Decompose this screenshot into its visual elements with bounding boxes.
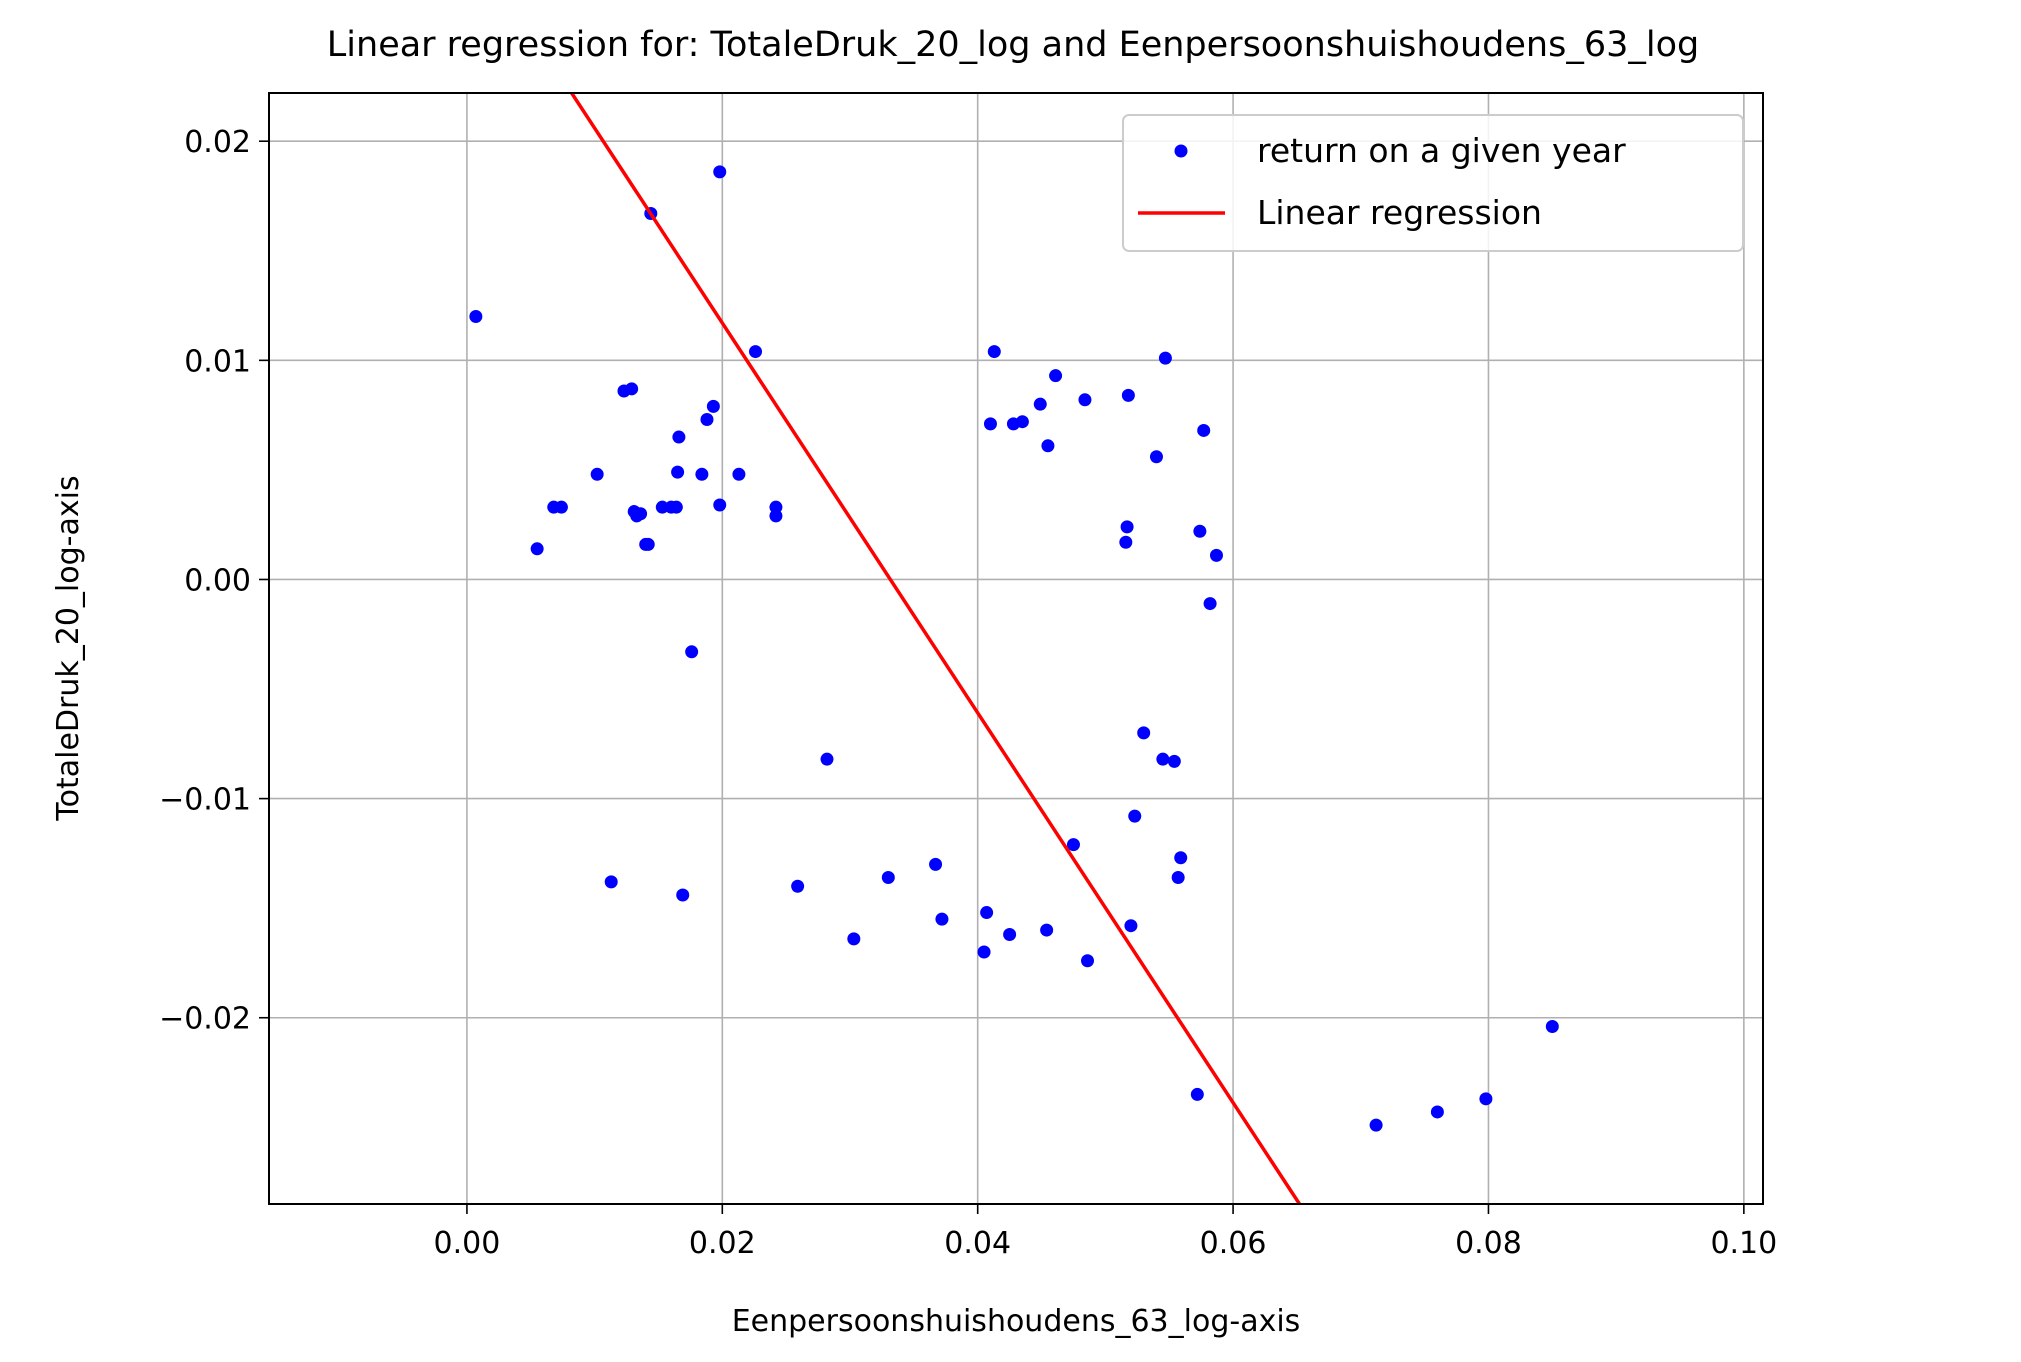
scatter-point xyxy=(1078,393,1092,407)
scatter-point xyxy=(671,465,685,479)
scatter-point xyxy=(732,467,746,481)
x-tick-label: 0.06 xyxy=(1200,1226,1267,1261)
legend-label-scatter: return on a given year xyxy=(1257,131,1626,170)
scatter-point xyxy=(1041,439,1055,453)
scatter-point xyxy=(713,165,727,179)
scatter-point xyxy=(530,542,544,556)
legend: return on a given year Linear regression xyxy=(1122,114,1744,252)
scatter-point xyxy=(820,752,834,766)
legend-box xyxy=(1122,114,1744,252)
x-tick-label: 0.08 xyxy=(1455,1226,1522,1261)
scatter-point xyxy=(634,507,648,521)
scatter-point xyxy=(1156,752,1170,766)
scatter-point xyxy=(1003,927,1017,941)
plot-series xyxy=(469,93,1559,1204)
scatter-point xyxy=(695,467,709,481)
regression-line xyxy=(570,93,1301,1204)
scatter-point xyxy=(1124,919,1138,933)
scatter-point xyxy=(1120,520,1134,534)
x-tick-label: 0.04 xyxy=(944,1226,1011,1261)
scatter-point xyxy=(1369,1118,1383,1132)
scatter-point xyxy=(1479,1092,1493,1106)
scatter-point xyxy=(1081,954,1095,968)
scatter-point xyxy=(1209,548,1223,562)
scatter-point xyxy=(881,870,895,884)
scatter-point xyxy=(655,500,669,514)
scatter-point xyxy=(554,500,568,514)
scatter-point xyxy=(1015,415,1029,429)
scatter-point xyxy=(980,906,994,920)
scatter-point xyxy=(1193,524,1207,538)
x-axis-label: Eenpersoonshuishoudens_63_log-axis xyxy=(732,1304,1301,1339)
scatter-point xyxy=(1049,369,1063,383)
scatter-point xyxy=(469,310,483,324)
y-tick-label: −0.01 xyxy=(159,783,251,818)
scatter-point xyxy=(769,509,783,523)
legend-scatter-marker xyxy=(1174,144,1188,158)
y-tick-label: 0.00 xyxy=(184,563,251,598)
chart-title: Linear regression for: TotaleDruk_20_log… xyxy=(327,25,1699,65)
x-tick-label: 0.00 xyxy=(434,1226,501,1261)
plot-area-frame xyxy=(268,92,1764,1205)
scatter-point xyxy=(1158,351,1172,365)
scatter-point xyxy=(1190,1087,1204,1101)
scatter-point xyxy=(1545,1020,1559,1034)
scatter-point xyxy=(700,413,714,427)
scatter-point xyxy=(791,879,805,893)
scatter-point xyxy=(590,467,604,481)
scatter-point xyxy=(1174,851,1188,865)
x-tick-label: 0.10 xyxy=(1710,1226,1777,1261)
scatter-point xyxy=(706,399,720,413)
scatter-point xyxy=(641,537,655,551)
x-tick-label: 0.02 xyxy=(689,1226,756,1261)
scatter-point xyxy=(935,912,949,926)
scatter-point xyxy=(1430,1105,1444,1119)
scatter-point xyxy=(1119,535,1133,549)
legend-label-line: Linear regression xyxy=(1257,193,1542,232)
scatter-point xyxy=(713,498,727,512)
scatter-point xyxy=(1171,870,1185,884)
scatter-point xyxy=(1203,597,1217,611)
scatter-point xyxy=(977,945,991,959)
scatter-point xyxy=(1137,726,1151,740)
scatter-point xyxy=(987,345,1001,359)
scatter-point xyxy=(749,345,763,359)
scatter-point xyxy=(676,888,690,902)
scatter-point xyxy=(625,382,639,396)
scatter-point xyxy=(847,932,861,946)
scatter-point xyxy=(672,430,686,444)
scatter-point xyxy=(929,857,943,871)
y-tick-label: −0.02 xyxy=(159,1002,251,1037)
y-tick-label: 0.01 xyxy=(184,344,251,379)
scatter-point xyxy=(669,500,683,514)
x-axis-ticks: 0.00 0.02 0.04 0.06 0.08 0.10 xyxy=(434,1204,1777,1261)
scatter-point xyxy=(1167,754,1181,768)
scatter-point xyxy=(1197,423,1211,437)
y-axis-label: TotaleDruk_20_log-axis xyxy=(51,475,86,821)
y-axis-ticks: −0.02 −0.01 0.00 0.01 0.02 xyxy=(159,125,269,1037)
scatter-point xyxy=(1040,923,1054,937)
y-tick-label: 0.02 xyxy=(184,125,251,160)
scatter-point xyxy=(604,875,618,889)
scatter-point xyxy=(1121,388,1135,402)
scatter-point xyxy=(1066,838,1080,852)
scatter-point xyxy=(685,645,699,659)
scatter-point xyxy=(1128,809,1142,823)
scatter-point xyxy=(1033,397,1047,411)
scatter-point xyxy=(1149,450,1163,464)
scatter-point xyxy=(983,417,997,431)
